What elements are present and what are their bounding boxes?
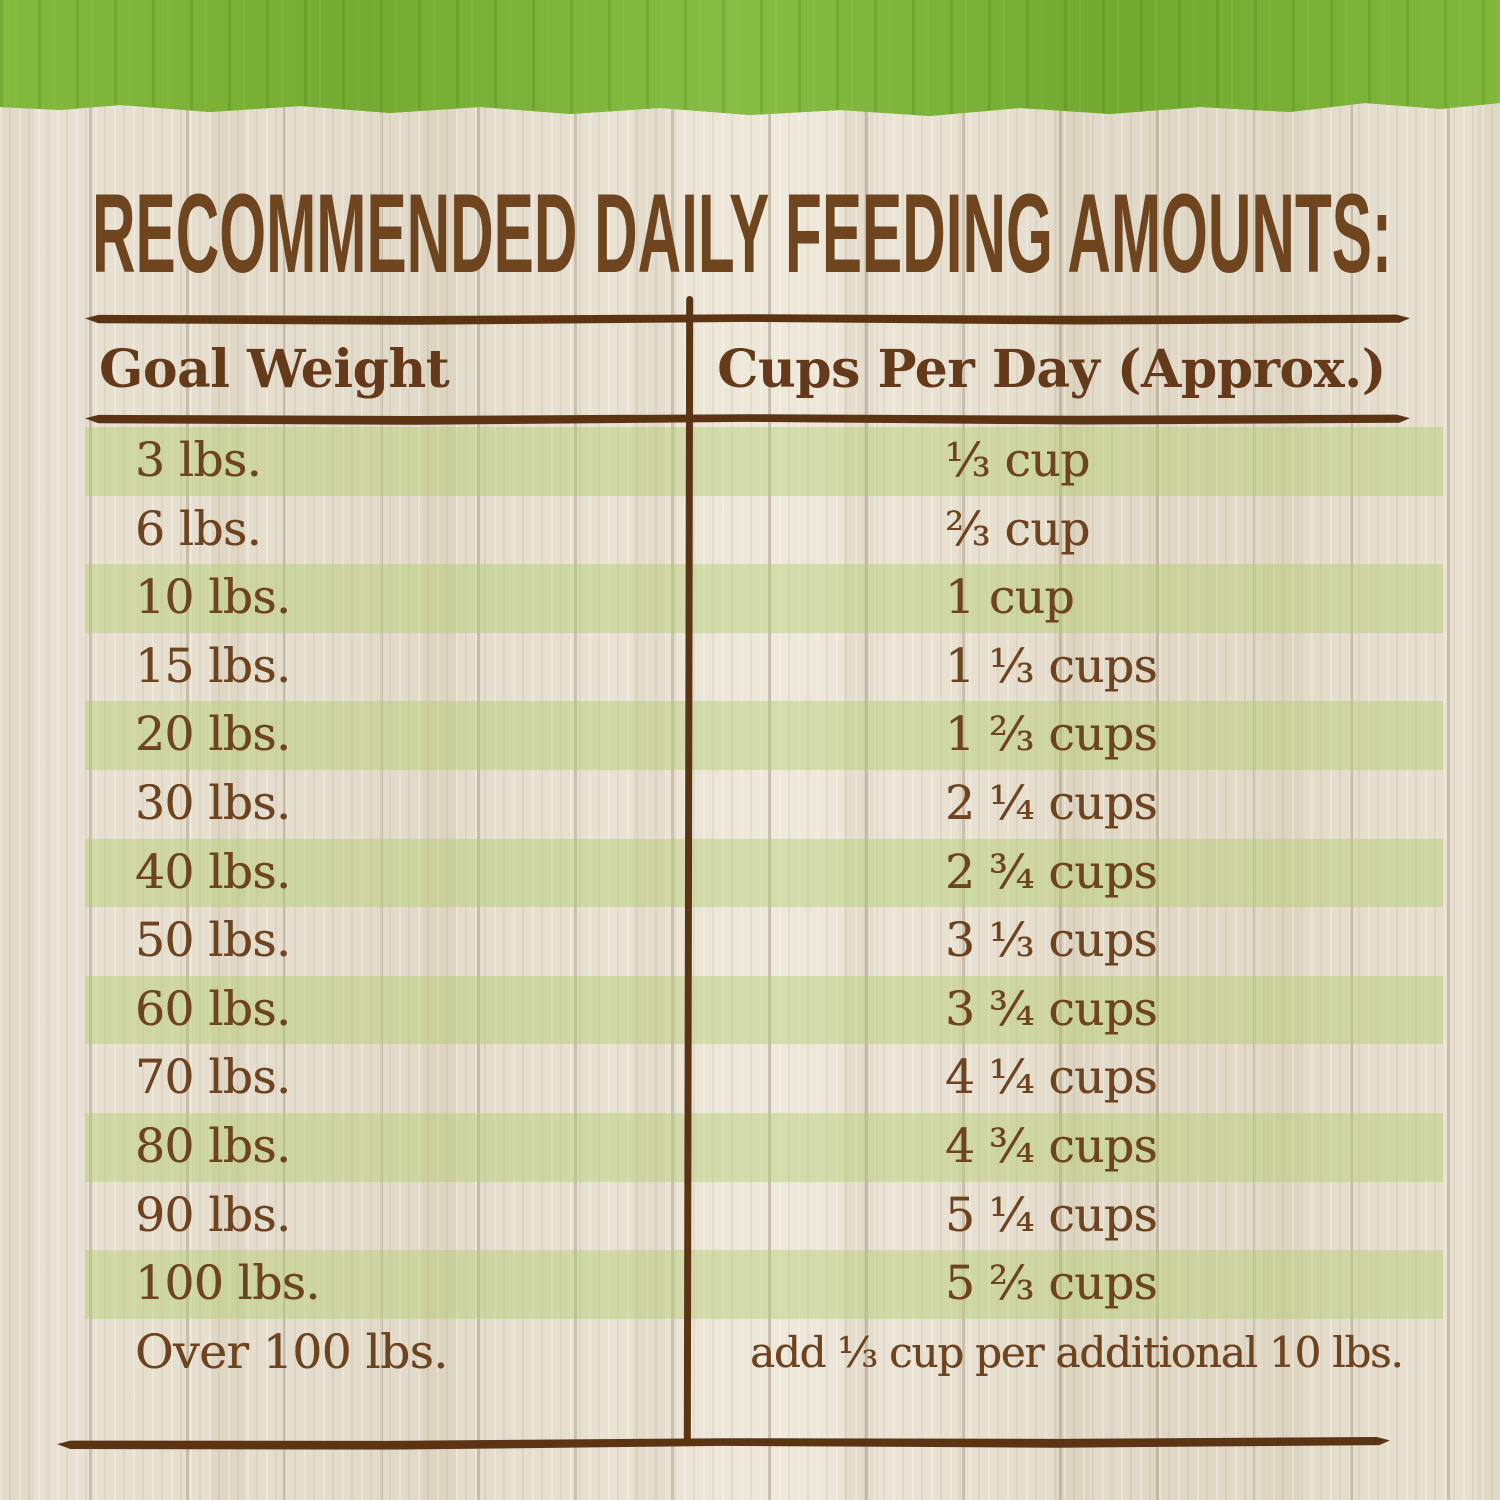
goal-weight-value: 90 lbs. xyxy=(135,1187,291,1243)
cups-per-day-value: 4 ¾ cups xyxy=(945,1118,1158,1174)
table-row: 90 lbs. 5 ¼ cups xyxy=(85,1182,1443,1251)
cups-per-day-value: 1 ⅔ cups xyxy=(945,707,1158,763)
cups-per-day-value: add ⅓ cup per additional 10 lbs. xyxy=(750,1327,1404,1377)
page-title: RECOMMENDED DAILY FEEDING AMOUNTS: xyxy=(92,182,1392,294)
column-header-cups-per-day: Cups Per Day (Approx.) xyxy=(717,339,1386,400)
table-row: 60 lbs. 3 ¾ cups xyxy=(85,975,1443,1045)
table-row: 50 lbs. 3 ⅓ cups xyxy=(85,907,1443,976)
page-title-svg: RECOMMENDED DAILY FEEDING AMOUNTS: xyxy=(92,171,1392,296)
goal-weight-value: 100 lbs. xyxy=(135,1256,320,1312)
table-row: 15 lbs. 1 ⅓ cups xyxy=(85,633,1443,702)
goal-weight-value: 40 lbs. xyxy=(135,844,291,900)
cups-per-day-value: ⅔ cup xyxy=(945,501,1090,557)
table-row: 30 lbs. 2 ¼ cups xyxy=(85,770,1443,839)
table-rule-under-header xyxy=(85,414,1410,425)
table-rule-top xyxy=(85,314,1410,325)
goal-weight-value: Over 100 lbs. xyxy=(135,1324,448,1380)
table-row: 80 lbs. 4 ¾ cups xyxy=(85,1112,1443,1182)
goal-weight-value: 20 lbs. xyxy=(135,707,291,763)
table-row: 20 lbs. 1 ⅔ cups xyxy=(85,701,1443,770)
goal-weight-value: 30 lbs. xyxy=(135,775,291,831)
goal-weight-value: 70 lbs. xyxy=(135,1050,291,1106)
cups-per-day-value: 4 ¼ cups xyxy=(945,1050,1158,1106)
table-row: 100 lbs. 5 ⅔ cups xyxy=(85,1250,1443,1319)
cups-per-day-value: 2 ¾ cups xyxy=(945,844,1158,900)
cups-per-day-value: 3 ⅓ cups xyxy=(945,913,1158,969)
table-row: 10 lbs. 1 cup xyxy=(85,564,1443,633)
table-row: 3 lbs. ⅓ cup xyxy=(85,427,1443,496)
table-rule-bottom xyxy=(57,1436,1390,1450)
goal-weight-value: 3 lbs. xyxy=(135,433,262,488)
goal-weight-value: 15 lbs. xyxy=(135,638,291,694)
table-row: 6 lbs. ⅔ cup xyxy=(85,496,1443,565)
top-banner-paint-stripe xyxy=(0,0,1500,116)
goal-weight-value: 6 lbs. xyxy=(135,501,262,557)
table-row: 40 lbs. 2 ¾ cups xyxy=(85,838,1443,908)
cups-per-day-value: 1 cup xyxy=(945,570,1075,626)
goal-weight-value: 80 lbs. xyxy=(135,1118,291,1174)
cups-per-day-value: 5 ⅔ cups xyxy=(945,1256,1158,1312)
page-title-wrap: RECOMMENDED DAILY FEEDING AMOUNTS: xyxy=(92,171,1412,298)
feeding-table-rows: 3 lbs. ⅓ cup 6 lbs. ⅔ cup 10 lbs. 1 cup … xyxy=(85,427,1443,1387)
table-row: Over 100 lbs. add ⅓ cup per additional 1… xyxy=(85,1319,1443,1388)
column-header-goal-weight: Goal Weight xyxy=(99,339,450,400)
goal-weight-value: 60 lbs. xyxy=(135,981,291,1037)
cups-per-day-value: ⅓ cup xyxy=(945,433,1090,488)
table-row: 70 lbs. 4 ¼ cups xyxy=(85,1044,1443,1113)
cups-per-day-value: 1 ⅓ cups xyxy=(945,638,1158,694)
goal-weight-value: 10 lbs. xyxy=(135,570,291,626)
cups-per-day-value: 2 ¼ cups xyxy=(945,775,1158,831)
cups-per-day-value: 5 ¼ cups xyxy=(945,1187,1158,1243)
table-header-row: Goal Weight Cups Per Day (Approx.) xyxy=(85,326,1415,414)
goal-weight-value: 50 lbs. xyxy=(135,913,291,969)
cups-per-day-value: 3 ¾ cups xyxy=(945,981,1158,1037)
